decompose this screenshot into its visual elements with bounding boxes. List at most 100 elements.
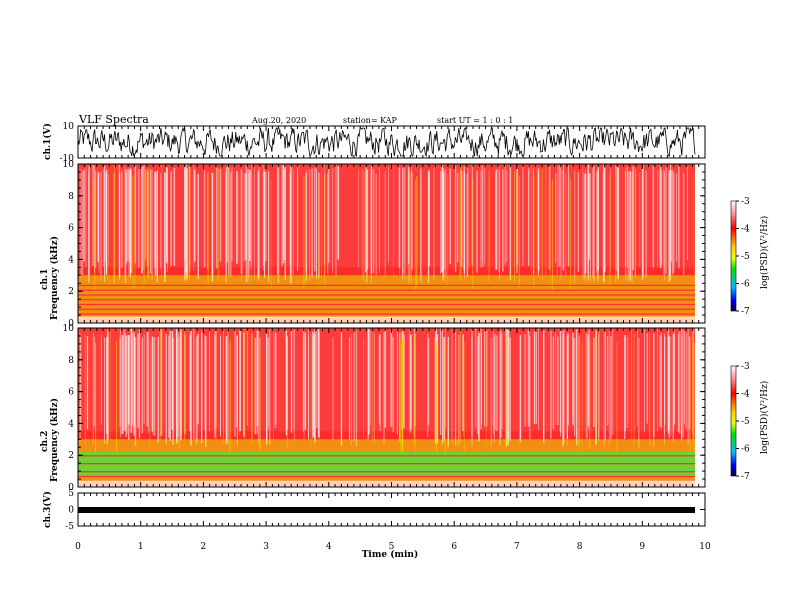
spec-spike — [459, 170, 461, 282]
spec-streak — [572, 332, 574, 425]
spec-streak — [398, 168, 401, 268]
spec-streak — [509, 164, 512, 281]
spec-spike — [95, 342, 97, 454]
spec-spike — [609, 173, 611, 285]
spec-streak — [234, 328, 236, 437]
spec-streak — [268, 337, 269, 427]
spec-line — [78, 303, 695, 306]
spec-streak — [119, 328, 121, 438]
spec-line — [78, 289, 695, 291]
spec-streak — [146, 170, 148, 267]
spec-streak — [678, 330, 681, 434]
spec-streak — [436, 334, 439, 444]
spec-streak — [161, 165, 163, 278]
spec-streak — [358, 170, 359, 268]
spec-streak — [408, 167, 410, 265]
spec-streak — [180, 329, 182, 441]
spec-streak — [471, 329, 473, 446]
ch2-colorbar-label: log(PSD)(V²/Hz) — [759, 381, 770, 454]
spec-streak — [588, 334, 589, 430]
spec-streak — [652, 166, 655, 268]
spec-streak — [197, 174, 199, 280]
spec-spike — [485, 337, 487, 450]
spec-streak — [303, 338, 305, 428]
spec-streak — [131, 332, 134, 426]
spec-streak — [108, 173, 109, 266]
spec-streak — [297, 164, 299, 271]
spec-streak — [682, 172, 685, 276]
spec-streak — [384, 330, 387, 428]
spec-streak — [632, 166, 634, 270]
spec-spike — [505, 334, 507, 447]
spec-spike — [592, 171, 594, 283]
spec-streak — [309, 169, 311, 281]
spec-streak — [644, 329, 645, 433]
spec-streak — [420, 168, 422, 282]
spec-streak — [687, 166, 688, 260]
ch1-spec-ylabel-line2: Frequency (kHz) — [49, 236, 60, 320]
spec-streak — [527, 329, 530, 427]
spec-streak — [643, 164, 644, 277]
spec-streak — [477, 336, 479, 434]
spec-streak — [79, 336, 81, 442]
spec-streak — [399, 333, 401, 442]
ch2-spec-tick-label: 0 — [68, 483, 74, 493]
spec-streak — [267, 337, 269, 431]
spec-streak — [314, 167, 316, 272]
spec-streak — [138, 329, 141, 439]
spec-streak — [533, 331, 536, 425]
spec-streak — [370, 166, 373, 274]
x-tick-label: 4 — [326, 542, 332, 552]
spec-streak — [483, 168, 486, 266]
spec-streak — [403, 334, 405, 429]
spec-streak — [305, 172, 307, 282]
spec-spike — [228, 167, 230, 280]
spec-streak — [631, 171, 633, 283]
spec-streak — [476, 170, 478, 273]
spec-spike — [251, 333, 253, 445]
spec-streak — [133, 329, 135, 434]
spec-streak — [236, 171, 238, 264]
spec-streak — [484, 331, 486, 427]
spec-streak — [639, 172, 641, 268]
spec-spike — [273, 330, 274, 442]
spec-streak — [134, 337, 137, 446]
spec-streak — [475, 328, 477, 428]
colorbar-tick-label: -6 — [741, 445, 750, 455]
date-label: Aug.20, 2020 — [251, 116, 306, 125]
spec-spike — [446, 174, 448, 286]
spec-streak — [148, 331, 150, 433]
spec-streak — [246, 330, 249, 427]
ch1-spectrogram-plot — [78, 164, 705, 323]
spec-streak — [664, 335, 665, 436]
spec-spike — [217, 167, 219, 279]
spec-streak — [670, 164, 672, 281]
spec-streak — [143, 335, 145, 424]
spec-streak — [332, 337, 334, 440]
spec-streak — [231, 167, 233, 262]
spec-spike — [444, 343, 446, 455]
ch3-ylabel: ch.3(V) — [42, 491, 53, 528]
spec-streak — [626, 336, 629, 428]
spec-streak — [645, 170, 647, 278]
spec-streak — [593, 165, 595, 281]
spec-spike — [132, 176, 134, 288]
spec-streak — [575, 329, 578, 445]
spec-streak — [154, 337, 156, 436]
spec-streak — [616, 164, 618, 272]
spec-streak — [154, 172, 157, 276]
spec-streak — [156, 170, 158, 283]
spec-streak — [641, 168, 644, 281]
spec-streak — [146, 332, 149, 427]
spec-streak — [302, 328, 305, 432]
spec-streak — [123, 329, 125, 431]
spec-streak — [166, 167, 168, 264]
spec-streak — [245, 174, 247, 261]
spec-streak — [445, 328, 446, 428]
spec-line — [78, 299, 695, 301]
spec-streak — [550, 331, 552, 439]
colorbar-tick-label: -3 — [741, 362, 750, 372]
spec-streak — [577, 172, 579, 272]
spec-streak — [500, 330, 502, 438]
spec-streak — [463, 333, 464, 437]
